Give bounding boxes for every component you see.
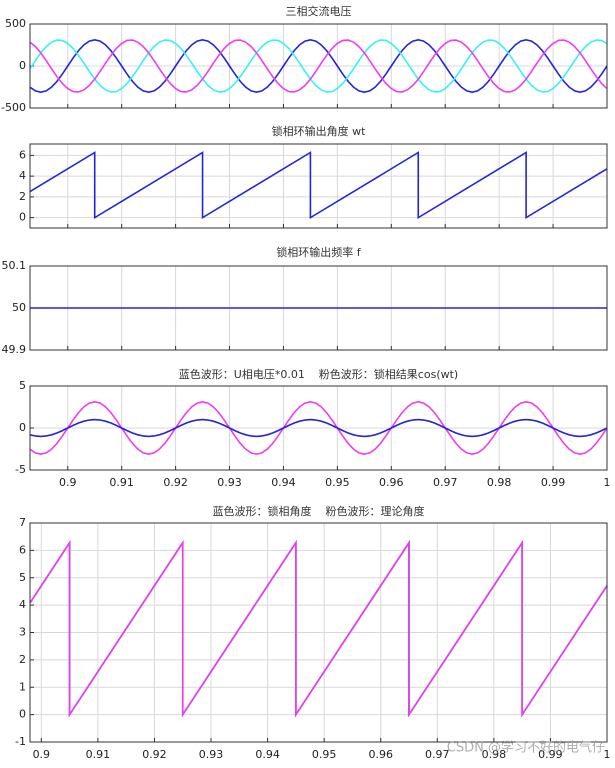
axes-box	[29, 265, 608, 351]
y-tick-label: 6	[19, 543, 26, 556]
y-tick-label: 50.1	[2, 259, 27, 272]
series-line	[29, 418, 608, 438]
y-tick-label: 4	[19, 598, 26, 611]
x-tick-label: 0.94	[255, 748, 280, 761]
axes-box	[29, 143, 608, 229]
y-tick-label: 0	[19, 211, 26, 224]
watermark: CSDN @学习不好的电气仔	[447, 740, 605, 756]
y-tick-label: 1	[19, 680, 26, 693]
y-tick-label: 0	[19, 708, 26, 721]
x-tick-label: 0.93	[199, 748, 224, 761]
y-tick-label: -500	[1, 101, 26, 114]
y-tick-label: 500	[5, 17, 26, 30]
chart-title: 蓝色波形：U相电压*0.01 粉色波形：锁相结果cos(wt)	[179, 367, 458, 381]
series-line	[29, 540, 608, 718]
x-tick-label: 0.94	[271, 476, 296, 489]
series-line	[29, 151, 608, 220]
y-tick-label: 6	[19, 148, 26, 161]
chart-title: 蓝色波形：锁相角度 粉色波形：理论角度	[213, 504, 425, 518]
series-line	[29, 401, 608, 455]
y-tick-label: 5	[19, 571, 26, 584]
x-tick-label: 0.91	[109, 476, 134, 489]
y-tick-label: 0	[19, 421, 26, 434]
x-tick-label: 0.96	[368, 748, 393, 761]
y-tick-label: -5	[15, 463, 26, 476]
x-tick-label: 0.92	[163, 476, 188, 489]
axes-box	[29, 23, 608, 109]
x-tick-label: 0.91	[86, 748, 111, 761]
x-tick-label: 0.97	[433, 476, 458, 489]
x-tick-label: 0.99	[538, 748, 563, 761]
y-tick-label: 2	[19, 653, 26, 666]
chart-title: 锁相环输出角度 wt	[272, 124, 366, 138]
x-tick-label: 1	[604, 748, 611, 761]
x-tick-label: 0.92	[142, 748, 167, 761]
chart-title: 锁相环输出频率 f	[276, 245, 361, 259]
y-tick-label: 3	[19, 626, 26, 639]
y-tick-label: 50	[12, 301, 26, 314]
chart-title: 三相交流电压	[286, 4, 352, 18]
x-tick-label: 0.98	[487, 476, 512, 489]
y-tick-label: 0	[19, 59, 26, 72]
x-tick-label: 0.95	[312, 748, 337, 761]
x-tick-label: 0.95	[325, 476, 350, 489]
y-tick-label: 2	[19, 190, 26, 203]
x-tick-label: 0.99	[541, 476, 566, 489]
x-tick-label: 0.98	[482, 748, 507, 761]
y-tick-label: 5	[19, 379, 26, 392]
x-tick-label: 0.9	[33, 748, 51, 761]
series-line	[29, 39, 608, 93]
axes-box	[29, 385, 608, 471]
axes-box	[29, 522, 608, 743]
series-line	[29, 39, 608, 93]
plot-area	[30, 144, 607, 228]
x-tick-label: 0.9	[59, 476, 77, 489]
y-tick-label: 49.9	[2, 343, 27, 356]
x-tick-label: 1	[604, 476, 611, 489]
x-tick-label: 0.97	[425, 748, 450, 761]
y-tick-label: -1	[15, 735, 26, 748]
y-tick-label: 4	[19, 169, 26, 182]
x-tick-label: 0.93	[217, 476, 242, 489]
series-line	[29, 39, 608, 93]
y-tick-label: 7	[19, 516, 26, 529]
x-tick-label: 0.96	[379, 476, 404, 489]
